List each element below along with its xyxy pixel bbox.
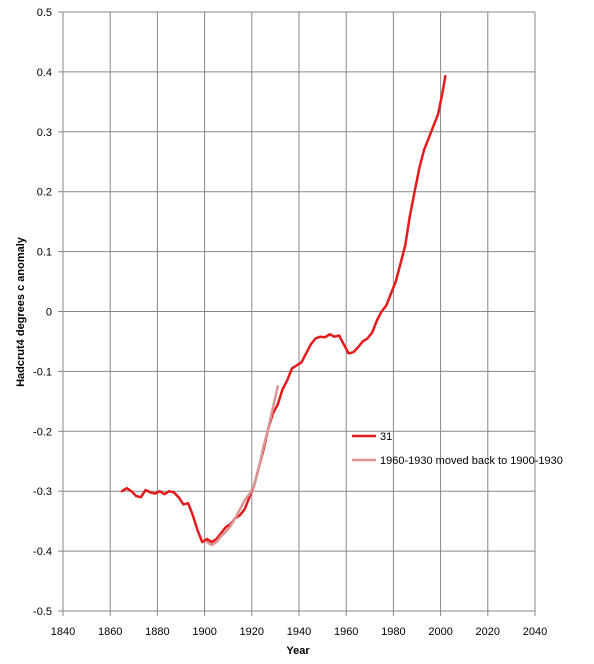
x-tick-label: 1940 [287,626,311,638]
series-line-moved-back [205,385,280,547]
y-axis-title: Hadcrut4 degrees c anomaly [15,236,27,387]
x-tick-label: 2020 [476,626,500,638]
x-axis-title: Year [286,645,310,657]
y-tick-label: -0.3 [33,486,52,498]
y-tick-label: 0 [46,307,52,319]
series-line-31 [120,74,447,544]
x-tick-label: 2040 [523,626,547,638]
x-tick-label: 1860 [98,626,122,638]
x-tick-label: 1900 [192,626,216,638]
x-tick-labels: 1840 1860 1880 1900 1920 1940 1960 1980 2000 2020… [51,626,547,638]
y-tick-label: 0.2 [37,187,52,199]
axes [58,11,536,616]
legend: 31 1960-1930 moved back to 1900-1930 [352,431,563,467]
y-tick-label: -0.4 [33,546,52,558]
gridlines [62,11,536,612]
legend-label-series-31: 31 [380,431,392,443]
x-tick-label: 1980 [381,626,405,638]
y-tick-label: -0.1 [33,366,52,378]
y-tick-label: 0.1 [37,247,52,259]
legend-label-series-moved-back: 1960-1930 moved back to 1900-1930 [380,455,563,467]
series-lines [120,74,447,547]
x-tick-label: 1840 [51,626,75,638]
y-tick-label: 0.3 [37,127,52,139]
x-tick-label: 1920 [240,626,264,638]
x-tick-label: 1960 [334,626,358,638]
y-tick-label: -0.5 [33,606,52,618]
x-tick-label: 1880 [145,626,169,638]
y-tick-label: -0.2 [33,426,52,438]
y-tick-label: 0.5 [37,7,52,19]
y-tick-labels: -0.5 -0.4 -0.3 -0.2 -0.1 0 0.1 0.2 0.3 0.4 0.5 [33,7,52,618]
x-tick-label: 2000 [428,626,452,638]
y-tick-label: 0.4 [37,67,52,79]
